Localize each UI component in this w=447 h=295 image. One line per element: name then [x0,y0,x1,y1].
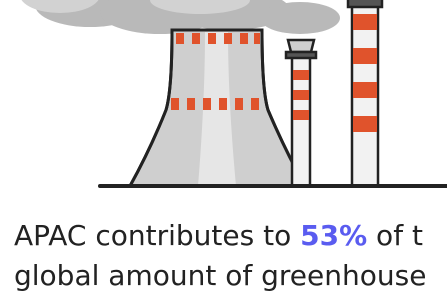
highlight-percent: 53% [300,219,367,252]
caption-line: APAC contributes to 53% of t [14,218,423,254]
caption-line: global amount of greenhouse [14,258,426,294]
caption-text: APAC contributes to [14,219,300,252]
page: APAC contributes to 53% of t global amou… [0,0,447,295]
cooling-tower [130,30,305,186]
chimney-tall [348,0,382,186]
caption-text: of t [367,219,423,252]
factory-illustration [0,0,447,200]
